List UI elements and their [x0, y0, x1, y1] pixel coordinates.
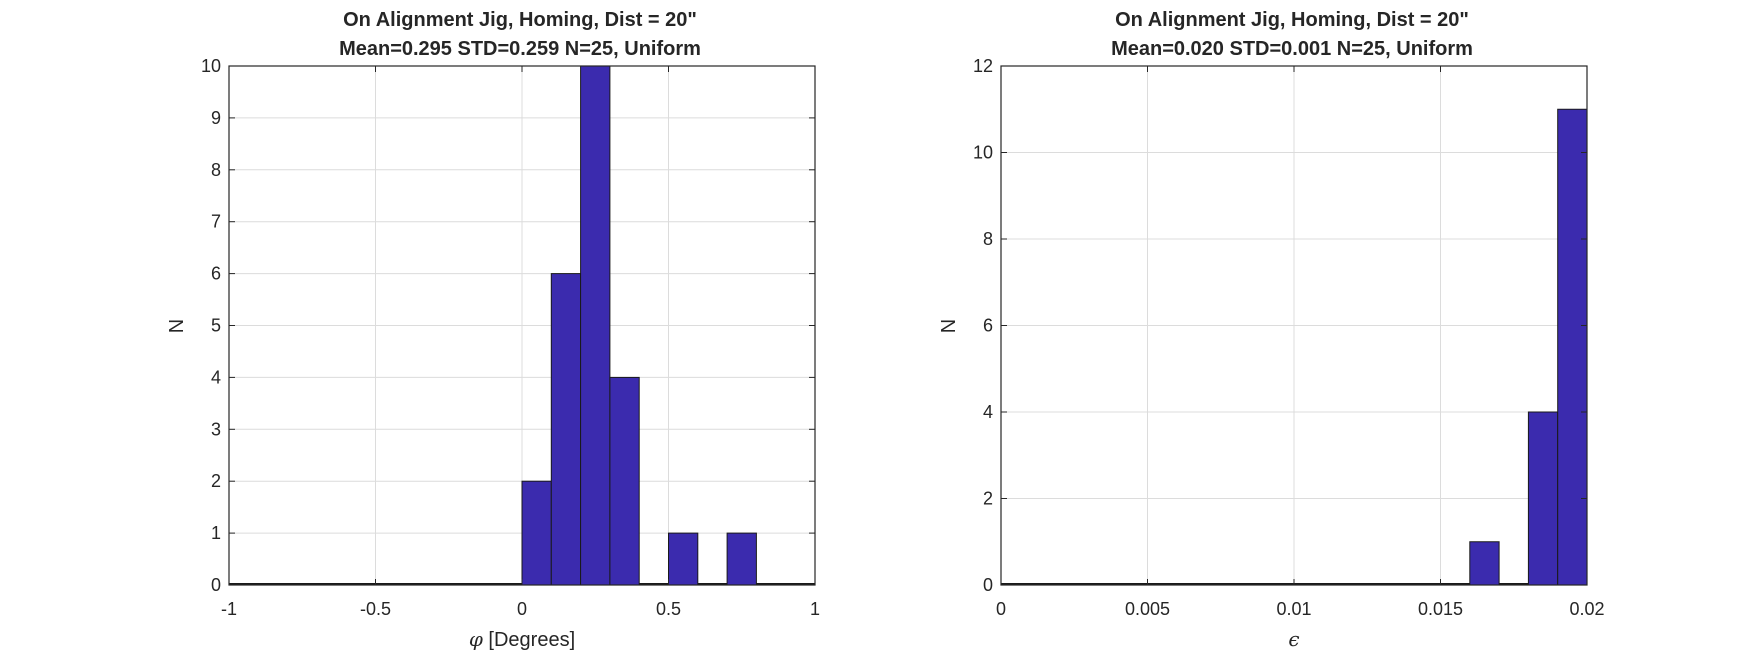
x-axis-label: φ [Degrees] [469, 627, 575, 651]
chart-subtitle: Mean=0.295 STD=0.259 N=25, Uniform [339, 38, 701, 60]
y-tick-label: 6 [983, 316, 993, 336]
x-tick-label: 0.005 [1125, 599, 1170, 619]
y-tick-label: 1 [211, 523, 221, 543]
y-tick-label: 9 [211, 108, 221, 128]
y-axis-label: N [166, 319, 188, 333]
x-tick-label: -1 [221, 599, 237, 619]
histogram-phi: On Alignment Jig, Homing, Dist = 20" Mea… [166, 9, 820, 651]
y-tick-label: 10 [973, 143, 993, 163]
x-tick-label: 0 [517, 599, 527, 619]
histogram-bar [521, 480, 552, 586]
histogram-bar [1527, 411, 1559, 586]
chart-subtitle: Mean=0.020 STD=0.001 N=25, Uniform [1111, 38, 1473, 60]
histogram-bar [726, 532, 757, 586]
y-tick-label: 3 [211, 419, 221, 439]
chart-title: On Alignment Jig, Homing, Dist = 20" [343, 9, 697, 31]
y-tick-label: 2 [211, 471, 221, 491]
histogram-bar [668, 532, 699, 586]
histogram-epsilon: On Alignment Jig, Homing, Dist = 20" Mea… [938, 9, 1605, 651]
x-tick-label: 0.5 [656, 599, 681, 619]
histogram-bar [609, 376, 640, 586]
x-tick-label: 0.015 [1418, 599, 1463, 619]
y-tick-label: 6 [211, 264, 221, 284]
y-tick-label: 8 [211, 160, 221, 180]
x-axis-label: ϵ [1288, 627, 1299, 651]
y-tick-label: 0 [211, 575, 221, 595]
y-tick-label: 0 [983, 575, 993, 595]
histogram-bar [1469, 541, 1500, 586]
x-tick-label: 0 [996, 599, 1006, 619]
x-axis-symbol: ϵ [1288, 627, 1299, 651]
x-tick-label: -0.5 [360, 599, 391, 619]
chart-title: On Alignment Jig, Homing, Dist = 20" [1115, 9, 1469, 31]
x-axis-label-text: [Degrees] [483, 629, 575, 651]
y-tick-label: 2 [983, 489, 993, 509]
x-axis-symbol: φ [469, 627, 483, 651]
x-tick-label: 1 [810, 599, 820, 619]
y-axis-label: N [938, 319, 960, 333]
y-tick-label: 4 [983, 402, 993, 422]
y-tick-label: 4 [211, 367, 221, 387]
y-tick-label: 5 [211, 316, 221, 336]
x-tick-label: 0.01 [1276, 599, 1311, 619]
histogram-bar [550, 273, 582, 586]
y-tick-label: 12 [973, 56, 993, 76]
histogram-bar [580, 65, 611, 586]
histogram-bar [1557, 108, 1588, 586]
x-tick-label: 0.02 [1569, 599, 1604, 619]
y-tick-label: 7 [211, 212, 221, 232]
y-tick-label: 10 [201, 56, 221, 76]
y-tick-label: 8 [983, 229, 993, 249]
